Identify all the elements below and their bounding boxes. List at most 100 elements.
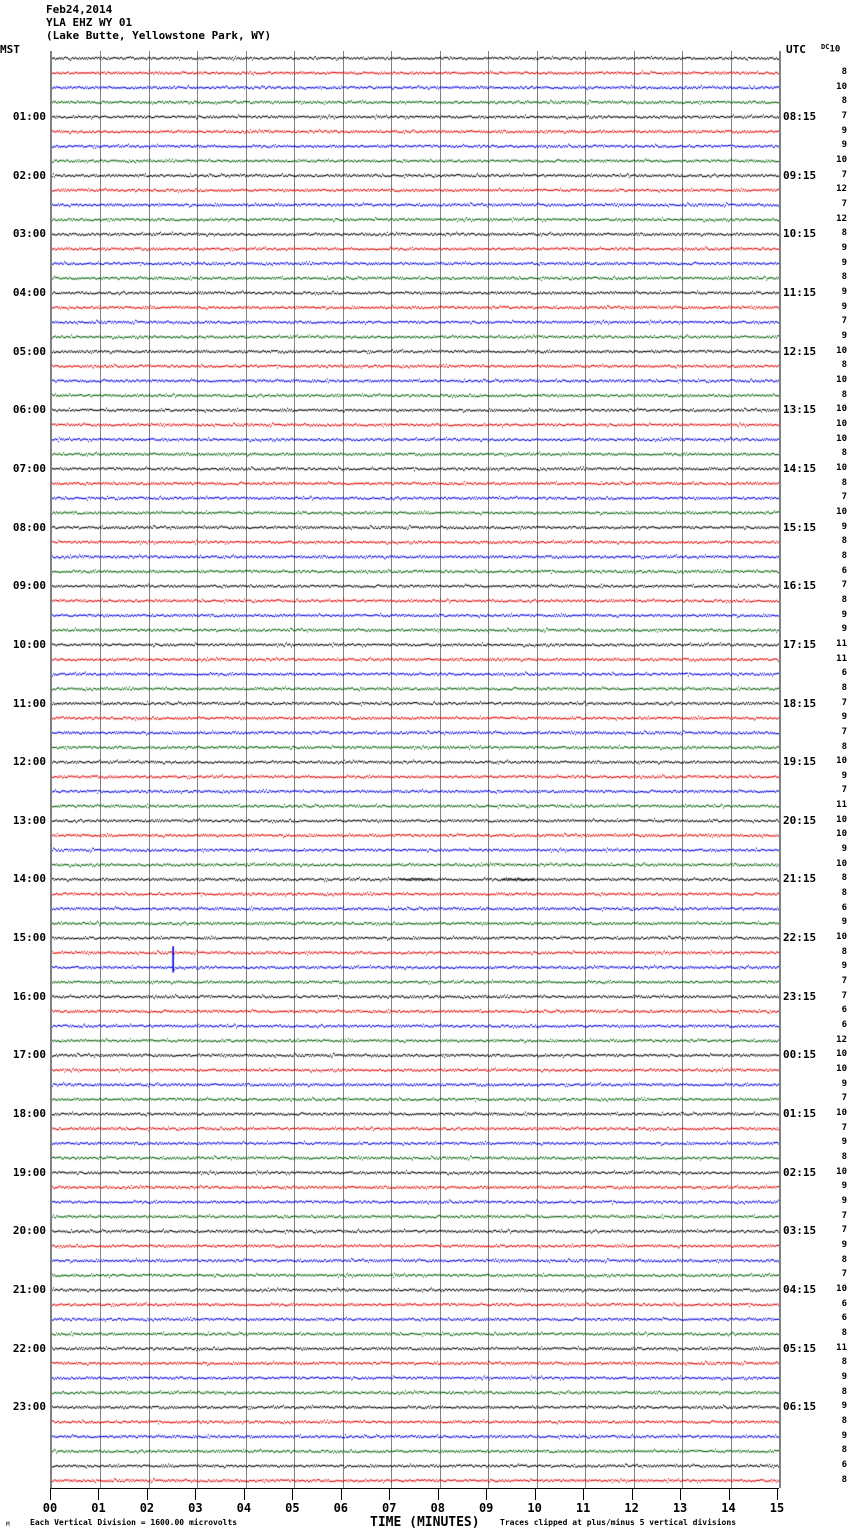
dc-value: 11 xyxy=(836,638,847,649)
utc-time-label: 11:15 xyxy=(783,285,817,299)
x-axis-title: TIME (MINUTES) xyxy=(370,1515,480,1530)
utc-time-label: 05:15 xyxy=(783,1341,817,1355)
dc-value: 6 xyxy=(841,1020,847,1031)
utc-time-label: 09:15 xyxy=(783,168,817,182)
utc-time-label: 17:15 xyxy=(783,637,817,651)
dc-value: 8 xyxy=(841,389,847,400)
dc-value: 10 xyxy=(836,1064,847,1075)
dc-value: 8 xyxy=(841,1357,847,1368)
dc-value: 8 xyxy=(841,873,847,884)
utc-time-label: 16:15 xyxy=(783,579,817,593)
dc-value: 8 xyxy=(841,477,847,488)
dc-value: 8 xyxy=(841,1152,847,1163)
mst-time-label: 14:00 xyxy=(12,872,46,886)
x-tick-major xyxy=(195,1488,197,1500)
mst-time-label: 23:00 xyxy=(12,1400,46,1414)
dc-value: 10 xyxy=(836,1108,847,1119)
mst-time-label: 08:00 xyxy=(12,520,46,534)
dc-value: 9 xyxy=(841,125,847,136)
dc-value: 8 xyxy=(841,550,847,561)
utc-time-label: 00:15 xyxy=(783,1048,817,1062)
x-axis-ticks xyxy=(50,1488,779,1500)
dc-axis-label: DC10 xyxy=(821,43,841,55)
mst-time-label: 17:00 xyxy=(12,1048,46,1062)
mst-axis-label: MST xyxy=(0,43,20,56)
utc-time-label: 22:15 xyxy=(783,931,817,945)
x-tick-major xyxy=(98,1488,100,1500)
header-location: (Lake Butte, Yellowstone Park, WY) xyxy=(46,29,272,42)
x-tick-label: 00 xyxy=(42,1501,58,1515)
mst-time-label: 12:00 xyxy=(12,755,46,769)
dc-value: 9 xyxy=(841,521,847,532)
utc-time-label: 13:15 xyxy=(783,403,817,417)
x-tick-label: 14 xyxy=(721,1501,736,1515)
dc-value: 10 xyxy=(836,1166,847,1177)
mst-time-label: 07:00 xyxy=(12,461,46,475)
dc-value: 8 xyxy=(841,946,847,957)
dc-value: 9 xyxy=(841,286,847,297)
mst-time-label: 02:00 xyxy=(12,168,46,182)
dc-value: 10 xyxy=(836,81,847,92)
dc-value: 8 xyxy=(841,536,847,547)
dc-value: 6 xyxy=(841,1460,847,1470)
utc-time-label: 23:15 xyxy=(783,989,817,1003)
dc-value: 9 xyxy=(841,1401,847,1412)
dc-value: 8 xyxy=(841,448,847,459)
dc-value: 7 xyxy=(841,580,847,591)
dc-value: 6 xyxy=(841,1005,847,1016)
dc-value: 7 xyxy=(841,1210,847,1221)
dc-value: 10 xyxy=(836,433,847,444)
x-tick-label: 01 xyxy=(91,1501,106,1515)
dc-value: 6 xyxy=(841,1298,847,1309)
x-tick-major xyxy=(534,1488,536,1500)
dc-value: 10 xyxy=(836,345,847,356)
utc-time-label: 15:15 xyxy=(783,520,817,534)
dc-value: 7 xyxy=(841,316,847,327)
dc-value: 8 xyxy=(841,360,847,371)
dc-value: 12 xyxy=(836,1034,847,1045)
dc-value: 9 xyxy=(841,1372,847,1383)
utc-time-label: 14:15 xyxy=(783,461,817,475)
dc-value: 10 xyxy=(836,506,847,517)
dc-value: 9 xyxy=(841,257,847,268)
x-tick-major xyxy=(583,1488,585,1500)
plot-header: Feb24,2014 YLA EHZ WY 01 (Lake Butte, Ye… xyxy=(46,3,271,42)
dc-value: 11 xyxy=(836,800,847,811)
dc-value: 7 xyxy=(841,1269,847,1280)
utc-time-label: 18:15 xyxy=(783,696,817,710)
utc-time-label: 12:15 xyxy=(783,344,817,358)
dc-value: 7 xyxy=(841,169,847,180)
x-tick-label: 09 xyxy=(478,1501,494,1515)
utc-time-label: 19:15 xyxy=(783,755,817,769)
header-date: Feb24,2014 xyxy=(46,3,113,16)
x-tick-label: 13 xyxy=(672,1501,688,1515)
dc-value: 9 xyxy=(841,961,847,972)
dc-value: 8 xyxy=(841,1254,847,1265)
x-tick-major xyxy=(728,1488,730,1500)
helicorder-trace-area xyxy=(52,51,779,1488)
utc-time-label: 21:15 xyxy=(783,872,817,886)
seismic-traces xyxy=(52,51,779,1488)
dc-value: 8 xyxy=(841,228,847,239)
mst-time-label: 22:00 xyxy=(12,1341,46,1355)
mst-time-label: 18:00 xyxy=(12,1107,46,1121)
x-tick-label: 12 xyxy=(624,1501,639,1515)
dc-value: 7 xyxy=(841,726,847,737)
dc-value: 8 xyxy=(841,1328,847,1339)
footer-tiny-mark: M xyxy=(6,1521,10,1528)
mst-time-label: 03:00 xyxy=(12,227,46,241)
dc-value: 10 xyxy=(836,756,847,767)
dc-value: 8 xyxy=(841,272,847,283)
dc-value: 12 xyxy=(836,184,847,195)
dc-value: 8 xyxy=(841,66,847,77)
utc-time-label: 08:15 xyxy=(783,109,817,123)
dc-value: 7 xyxy=(841,198,847,209)
dc-value: 9 xyxy=(841,1240,847,1251)
dc-value: 8 xyxy=(841,96,847,107)
dc-value: 9 xyxy=(841,1137,847,1148)
dc-value: 9 xyxy=(841,917,847,928)
dc-value: 10 xyxy=(836,814,847,825)
dc-first-value: 10 xyxy=(829,44,841,55)
x-tick-major xyxy=(486,1488,488,1500)
dc-value: 9 xyxy=(841,242,847,253)
